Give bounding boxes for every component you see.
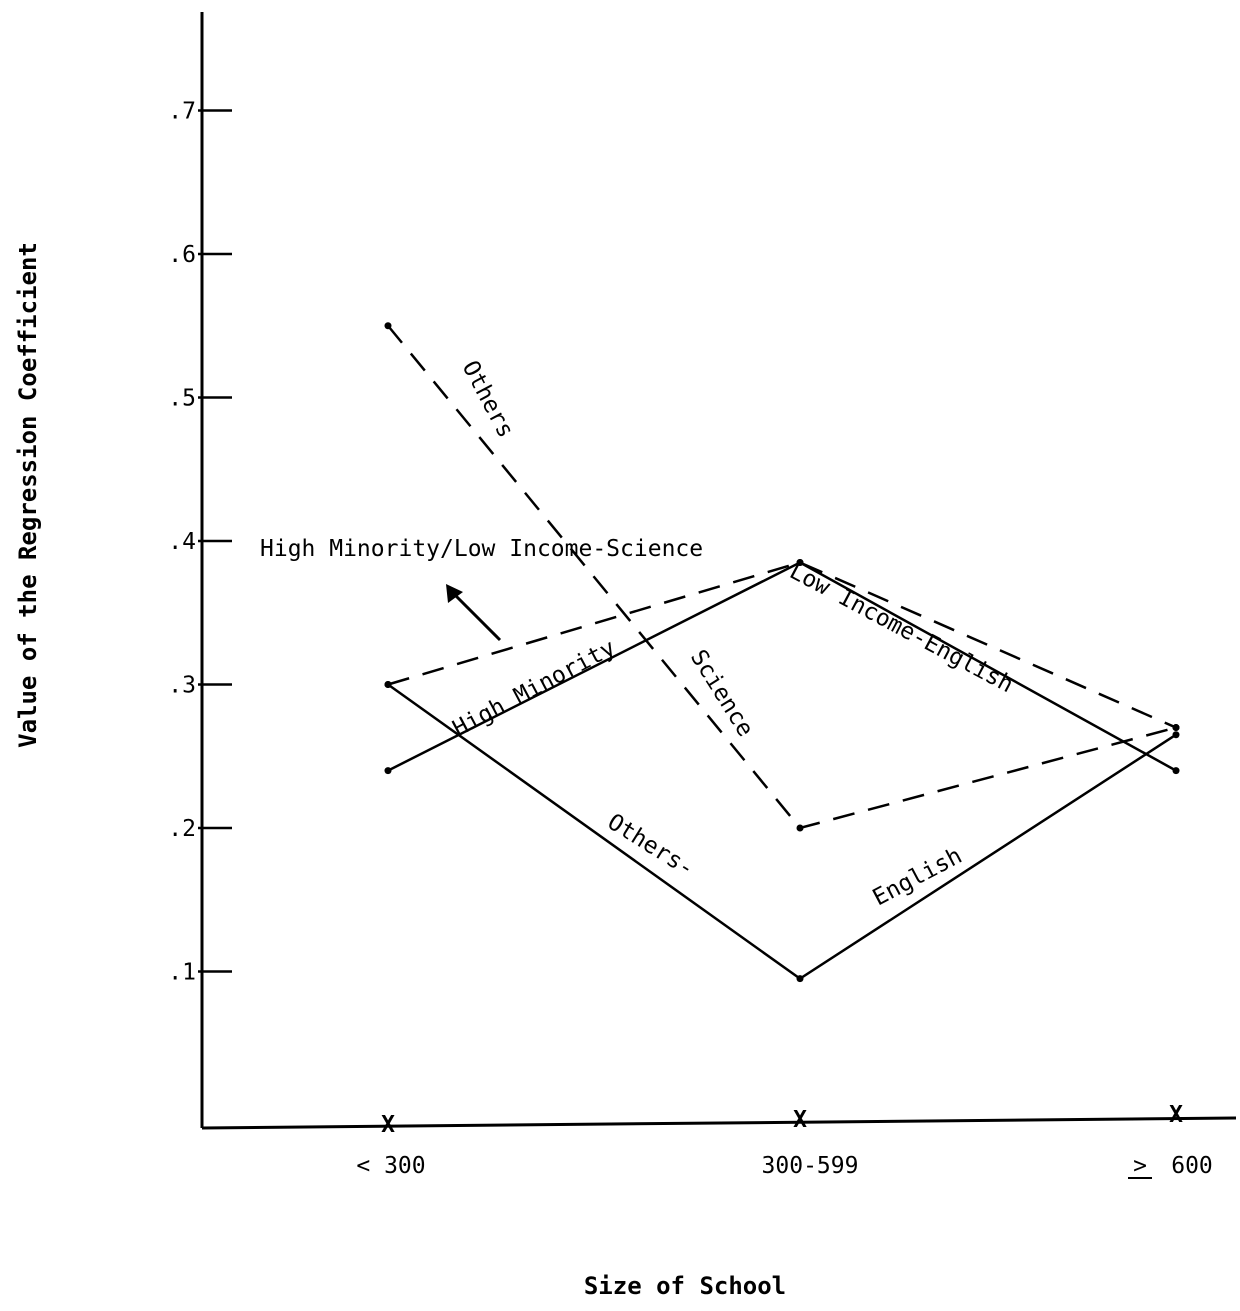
label-high-minority: High Minority [449, 635, 620, 742]
y-tick-label: .3 [168, 673, 196, 699]
label-high-minority-low-income-science: High Minority/Low Income-Science [260, 536, 703, 562]
data-point [384, 322, 392, 330]
x-category-marker: X [793, 1107, 807, 1133]
data-point [796, 559, 804, 567]
data-point [796, 824, 804, 832]
data-point [1172, 724, 1180, 732]
y-tick-label: .2 [168, 816, 196, 842]
y-tick-label: .6 [168, 242, 196, 268]
label-science: Science [685, 645, 758, 741]
x-tick-label: < 300 [356, 1153, 425, 1179]
x-category-marker: X [1169, 1102, 1183, 1128]
x-axis-line [201, 1116, 1237, 1130]
annotation-labels: High Minority/Low Income-Science Low Inco… [260, 357, 1017, 912]
y-axis-title: Value of the Regression Coefficient [14, 242, 42, 748]
x-category-marker: X [381, 1112, 395, 1138]
y-tick-label: .5 [168, 386, 196, 412]
series-line-3 [387, 324, 1177, 830]
data-point [384, 681, 392, 688]
x-axis-title: Size of School [584, 1272, 786, 1300]
data-point [384, 767, 392, 775]
y-tick-label: .7 [168, 99, 196, 125]
y-tick-label: .1 [168, 960, 196, 986]
ge-symbol: > [1133, 1153, 1147, 1179]
ge-value: 600 [1171, 1153, 1213, 1179]
series-lines [384, 322, 1180, 983]
data-point [796, 975, 804, 983]
label-low-income-english: Low Income-English [785, 558, 1017, 698]
label-others-top: Others [457, 357, 519, 443]
x-tick-label: 300-599 [762, 1153, 859, 1179]
pointer-arrow-line [450, 590, 502, 642]
y-tick-label: .4 [168, 529, 196, 555]
series-line-4 [387, 683, 1177, 981]
x-tick-label: >600 [1128, 1153, 1213, 1179]
data-point [1172, 767, 1180, 775]
series-line-1 [387, 561, 1177, 729]
pointer-arrow-head [446, 584, 463, 603]
series-line-2 [387, 561, 1177, 772]
data-point [1172, 731, 1180, 739]
axes: .1 .2 .3 .4 .5 .6 .7 X X X < 300 300-599 >600 Size of… [14, 12, 1237, 1300]
